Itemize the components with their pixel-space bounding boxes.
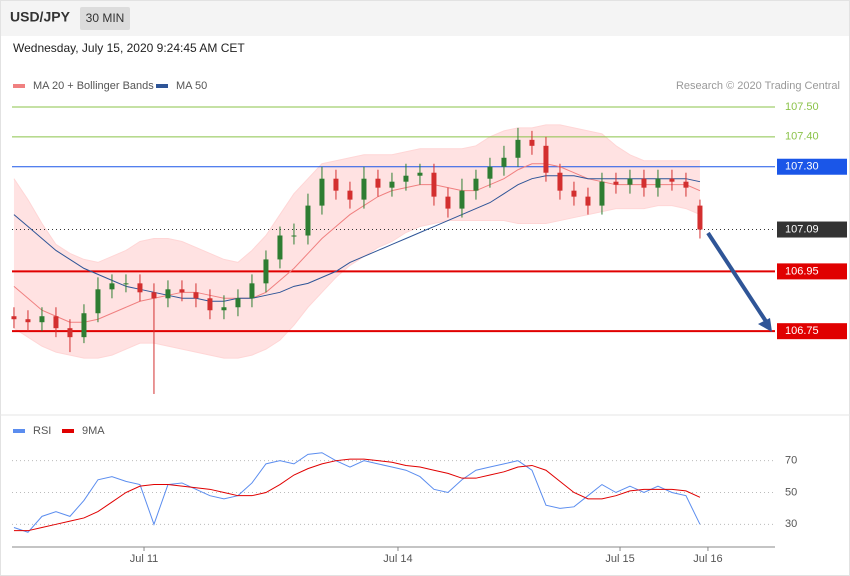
candle-body xyxy=(501,157,507,167)
level-label: 107.30 xyxy=(785,161,819,173)
candle-body xyxy=(459,190,465,209)
candle-body xyxy=(179,289,185,293)
header-bar xyxy=(0,0,850,36)
candle-body xyxy=(431,172,437,197)
symbol: USD/JPY xyxy=(10,9,71,25)
candle-body xyxy=(291,235,297,237)
candle-body xyxy=(39,316,45,323)
candle-body xyxy=(627,178,633,185)
level-label: 106.95 xyxy=(785,265,819,277)
legend-swatch xyxy=(13,84,25,88)
candle-body xyxy=(599,181,605,206)
candle-body xyxy=(249,283,255,299)
level-label: 107.09 xyxy=(785,223,819,235)
candle-body xyxy=(193,292,199,299)
candle-body xyxy=(81,313,87,338)
candle-body xyxy=(585,196,591,206)
x-tick-label: Jul 14 xyxy=(383,553,412,565)
level-label: 107.50 xyxy=(785,101,819,113)
candle-body xyxy=(613,181,619,185)
legend-swatch xyxy=(156,84,168,88)
bollinger-band xyxy=(13,124,700,359)
candle-body xyxy=(571,190,577,197)
candle-body xyxy=(641,178,647,188)
interval[interactable]: 30 MIN xyxy=(86,11,125,25)
candle-body xyxy=(375,178,381,188)
candle-body xyxy=(543,145,549,173)
legend-label: 9MA xyxy=(82,425,105,437)
y-tick-label: 30 xyxy=(785,518,797,530)
y-tick-label: 50 xyxy=(785,486,797,498)
candle-body xyxy=(697,205,703,230)
candle-body xyxy=(557,172,563,191)
bollinger-upper xyxy=(13,124,700,263)
candle-body xyxy=(417,172,423,176)
candle-body xyxy=(53,316,59,329)
candle-body xyxy=(669,178,675,182)
forecast-arrow xyxy=(706,231,771,328)
level-label: 106.75 xyxy=(785,325,819,337)
candle-body xyxy=(207,298,213,311)
candle-body xyxy=(305,205,311,236)
x-tick-label: Jul 16 xyxy=(693,553,722,565)
candle-body xyxy=(445,196,451,209)
candle-body xyxy=(235,298,241,308)
level-label: 107.40 xyxy=(785,131,819,143)
candle-body xyxy=(319,178,325,206)
indicator-line xyxy=(13,458,701,532)
candle-body xyxy=(473,178,479,191)
ma-line xyxy=(13,175,701,302)
legend-swatch xyxy=(13,429,25,433)
bollinger-lower xyxy=(13,205,701,359)
level-label-box xyxy=(777,158,847,175)
candle-body xyxy=(221,307,227,311)
candle-body xyxy=(137,283,143,293)
level-label-box xyxy=(777,323,847,340)
candle-body xyxy=(151,292,157,299)
candle-body xyxy=(263,259,269,284)
candle-body xyxy=(123,283,129,285)
interval-button[interactable] xyxy=(80,7,130,30)
candle-body xyxy=(67,328,73,338)
y-tick-label: 70 xyxy=(785,455,797,467)
candle-body xyxy=(277,235,283,260)
candle-body xyxy=(95,289,101,314)
arrow-head xyxy=(758,318,772,332)
credit: Research © 2020 Trading Central xyxy=(676,80,840,92)
legend-label: MA 50 xyxy=(176,80,207,92)
candle-body xyxy=(25,319,31,323)
candle-body xyxy=(361,178,367,200)
candle-body xyxy=(333,178,339,191)
legend-label: RSI xyxy=(33,425,51,437)
legend-label: MA 20 + Bollinger Bands xyxy=(33,80,154,92)
level-label-box xyxy=(777,221,847,238)
candle-body xyxy=(683,181,689,188)
level-label-box xyxy=(777,263,847,280)
candle-body xyxy=(11,316,17,320)
candle-body xyxy=(487,166,493,179)
candle-body xyxy=(529,139,535,146)
candle-body xyxy=(655,178,661,188)
candle-body xyxy=(165,289,171,299)
candle-body xyxy=(403,175,409,182)
legend-swatch xyxy=(62,429,74,433)
candle-body xyxy=(389,181,395,188)
candle-body xyxy=(347,190,353,200)
timestamp: Wednesday, July 15, 2020 9:24:45 AM CET xyxy=(13,41,245,55)
candle-body xyxy=(515,139,521,158)
x-tick-label: Jul 15 xyxy=(605,553,634,565)
x-tick-label: Jul 11 xyxy=(130,553,159,565)
candle-body xyxy=(109,283,115,290)
